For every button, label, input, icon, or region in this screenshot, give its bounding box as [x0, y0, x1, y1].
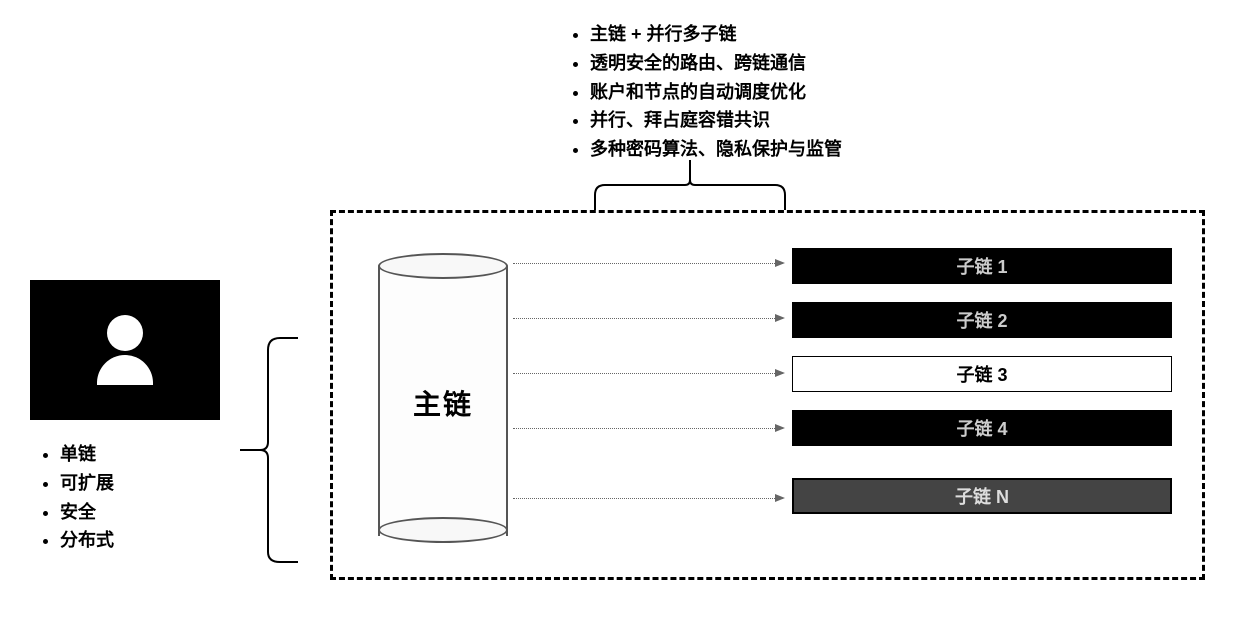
main-chain-label: 主链 — [378, 383, 508, 423]
bullet-item: 安全 — [60, 498, 220, 527]
bullet-item: 账户和节点的自动调度优化 — [590, 78, 842, 107]
bullet-item: 透明安全的路由、跨链通信 — [590, 49, 842, 78]
user-avatar-icon — [95, 315, 155, 385]
arrow-icon — [513, 428, 783, 429]
bracket-top-icon — [590, 160, 790, 210]
bracket-left-icon — [240, 330, 300, 570]
bullet-item: 主链 + 并行多子链 — [590, 20, 842, 49]
subchain-label: 子链 2 — [956, 307, 1007, 333]
arrow-icon — [513, 318, 783, 319]
bullet-item: 单链 — [60, 440, 220, 469]
user-avatar-box — [30, 280, 220, 420]
bullet-item: 可扩展 — [60, 469, 220, 498]
subchain-label: 子链 4 — [956, 415, 1007, 441]
left-feature-list: 单链 可扩展 安全 分布式 — [30, 440, 220, 555]
subchain-label: 子链 3 — [956, 361, 1007, 387]
top-feature-list: 主链 + 并行多子链 透明安全的路由、跨链通信 账户和节点的自动调度优化 并行、… — [570, 20, 842, 164]
bullet-item: 并行、拜占庭容错共识 — [590, 106, 842, 135]
subchain-bar: 子链 4 — [792, 410, 1172, 446]
bullet-item: 分布式 — [60, 526, 220, 555]
arrow-group — [513, 263, 793, 543]
user-panel: 单链 可扩展 安全 分布式 — [30, 280, 220, 555]
arrow-icon — [513, 263, 783, 264]
subchain-bar: 子链 1 — [792, 248, 1172, 284]
subchain-list: 子链 1 子链 2 子链 3 子链 4 子链 N — [792, 248, 1172, 514]
top-bullet-ul: 主链 + 并行多子链 透明安全的路由、跨链通信 账户和节点的自动调度优化 并行、… — [570, 20, 842, 164]
arrow-icon — [513, 498, 783, 499]
subchain-label: 子链 1 — [956, 253, 1007, 279]
subchain-label: 子链 N — [955, 483, 1009, 509]
arrow-icon — [513, 373, 783, 374]
subchain-bar: 子链 3 — [792, 356, 1172, 392]
subchain-bar: 子链 2 — [792, 302, 1172, 338]
architecture-box: 主链 子链 1 子链 2 子链 3 子链 4 子链 N — [330, 210, 1205, 580]
subchain-bar: 子链 N — [792, 478, 1172, 514]
main-chain-cylinder: 主链 — [378, 253, 508, 543]
